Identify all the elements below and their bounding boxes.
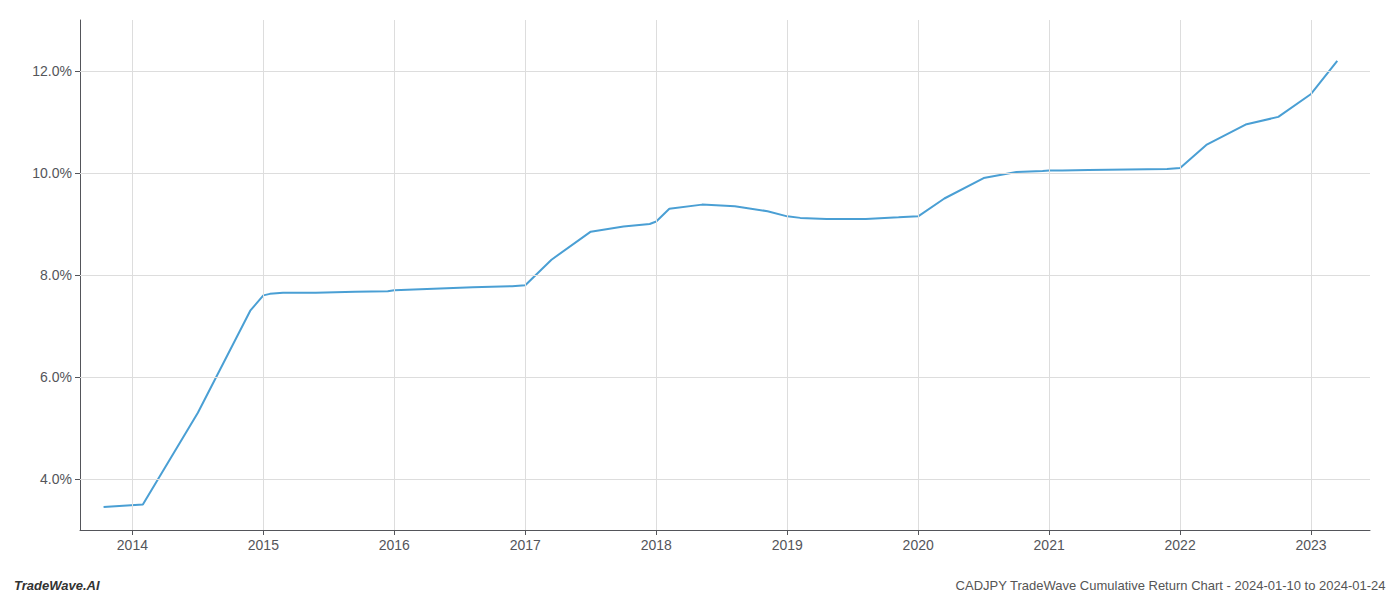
svg-text:2014: 2014 [117, 537, 148, 553]
svg-text:8.0%: 8.0% [40, 267, 72, 283]
svg-text:CADJPY TradeWave Cumulative Re: CADJPY TradeWave Cumulative Return Chart… [956, 578, 1386, 593]
svg-text:2018: 2018 [641, 537, 672, 553]
svg-text:2021: 2021 [1034, 537, 1065, 553]
svg-text:4.0%: 4.0% [40, 471, 72, 487]
svg-text:2022: 2022 [1165, 537, 1196, 553]
svg-text:2020: 2020 [903, 537, 934, 553]
svg-text:TradeWave.AI: TradeWave.AI [14, 578, 100, 593]
svg-text:10.0%: 10.0% [32, 165, 72, 181]
svg-text:2019: 2019 [772, 537, 803, 553]
svg-text:12.0%: 12.0% [32, 63, 72, 79]
svg-text:2023: 2023 [1295, 537, 1326, 553]
svg-text:2015: 2015 [248, 537, 279, 553]
svg-text:2017: 2017 [510, 537, 541, 553]
svg-text:6.0%: 6.0% [40, 369, 72, 385]
svg-text:2016: 2016 [379, 537, 410, 553]
